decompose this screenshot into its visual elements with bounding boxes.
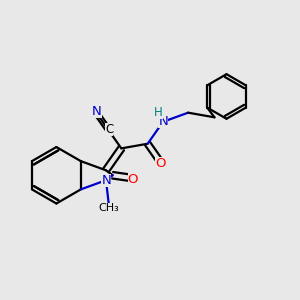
Text: CH₃: CH₃ [98,203,119,213]
Text: N: N [92,105,102,118]
Text: O: O [155,157,166,170]
Text: N: N [158,115,168,128]
Text: C: C [105,124,113,136]
Text: N: N [101,174,111,187]
Text: O: O [128,173,138,186]
Text: H: H [154,106,163,119]
